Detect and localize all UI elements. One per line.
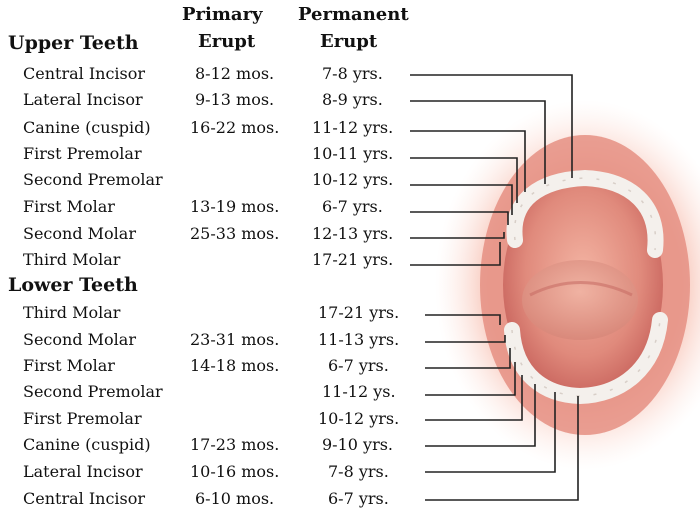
tongue bbox=[522, 260, 638, 340]
upper-primary-erupt: 16-22 mos. bbox=[190, 118, 280, 137]
lower-leader-lines bbox=[425, 314, 579, 501]
lower-tooth-name: Canine (cuspid) bbox=[23, 435, 151, 454]
lower-tooth-name: Third Molar bbox=[23, 303, 121, 322]
upper-tooth-name: Third Molar bbox=[23, 250, 121, 269]
lower-tooth-name: Lateral Incisor bbox=[23, 462, 143, 481]
upper-permanent-erupt: 10-12 yrs. bbox=[312, 170, 394, 189]
leader-lower-first-molar bbox=[425, 348, 511, 369]
lower-permanent-erupt: 11-13 yrs. bbox=[318, 330, 400, 349]
lower-tooth-name: Second Molar bbox=[23, 330, 136, 349]
leader-lower-first-premolar bbox=[425, 375, 523, 421]
upper-permanent-erupt: 6-7 yrs. bbox=[322, 197, 383, 216]
leader-lower-second-premolar bbox=[425, 362, 516, 396]
upper-tooth-name: Canine (cuspid) bbox=[23, 118, 151, 137]
upper-permanent-erupt: 11-12 yrs. bbox=[312, 118, 394, 137]
permanent-header-line1: Permanent bbox=[298, 4, 409, 25]
upper-permanent-erupt: 7-8 yrs. bbox=[322, 64, 383, 83]
upper-permanent-erupt: 10-11 yrs. bbox=[312, 144, 394, 163]
leader-lower-central-incisor bbox=[425, 396, 579, 501]
leader-upper-second-molar bbox=[410, 232, 505, 239]
leader-upper-first-premolar bbox=[410, 157, 518, 203]
lower-primary-erupt: 10-16 mos. bbox=[190, 462, 280, 481]
upper-teeth-arch bbox=[506, 169, 664, 258]
lower-tooth-name: Second Premolar bbox=[23, 382, 163, 401]
upper-primary-erupt: 8-12 mos. bbox=[195, 64, 275, 83]
lower-tooth-name: Central Incisor bbox=[23, 489, 146, 508]
lower-permanent-erupt: 6-7 yrs. bbox=[328, 356, 389, 375]
lower-permanent-erupt: 9-10 yrs. bbox=[322, 435, 394, 454]
leader-lower-canine bbox=[425, 384, 536, 447]
lower-primary-erupt: 14-18 mos. bbox=[190, 356, 280, 375]
upper-permanent-erupt: 12-13 yrs. bbox=[312, 224, 394, 243]
lower-teeth-title: Lower Teeth bbox=[8, 274, 138, 296]
upper-primary-erupt: 13-19 mos. bbox=[190, 197, 280, 216]
leader-lower-second-molar bbox=[425, 335, 506, 343]
leader-upper-canine bbox=[410, 130, 526, 192]
lower-tooth-name: First Premolar bbox=[23, 409, 142, 428]
lower-permanent-erupt: 17-21 yrs. bbox=[318, 303, 400, 322]
primary-header-line1: Primary bbox=[182, 4, 263, 25]
lower-permanent-erupt: 11-12 ys. bbox=[322, 382, 396, 401]
upper-tooth-name: Lateral Incisor bbox=[23, 90, 143, 109]
upper-leader-lines bbox=[410, 74, 573, 266]
lower-permanent-erupt: 10-12 yrs. bbox=[318, 409, 400, 428]
leader-lower-lateral-incisor bbox=[425, 392, 556, 473]
permanent-header-line2: Erupt bbox=[320, 31, 378, 52]
leader-lower-third-molar bbox=[425, 314, 501, 325]
upper-tooth-name: Second Premolar bbox=[23, 170, 163, 189]
lower-tooth-name: First Molar bbox=[23, 356, 115, 375]
leader-upper-second-premolar bbox=[410, 184, 513, 215]
lower-primary-erupt: 17-23 mos. bbox=[190, 435, 280, 454]
leader-upper-third-molar bbox=[410, 242, 501, 266]
upper-tooth-name: Second Molar bbox=[23, 224, 136, 243]
lower-permanent-erupt: 6-7 yrs. bbox=[328, 489, 389, 508]
upper-primary-erupt: 9-13 mos. bbox=[195, 90, 275, 109]
lower-primary-erupt: 23-31 mos. bbox=[190, 330, 280, 349]
leader-upper-central-incisor bbox=[410, 74, 573, 178]
upper-teeth-title: Upper Teeth bbox=[8, 32, 139, 54]
upper-tooth-name: Central Incisor bbox=[23, 64, 146, 83]
leader-upper-lateral-incisor bbox=[410, 100, 546, 184]
leader-upper-first-molar bbox=[410, 211, 509, 225]
primary-header-line2: Erupt bbox=[198, 31, 256, 52]
upper-primary-erupt: 25-33 mos. bbox=[190, 224, 280, 243]
upper-tooth-name: First Molar bbox=[23, 197, 115, 216]
lower-primary-erupt: 6-10 mos. bbox=[195, 489, 275, 508]
upper-permanent-erupt: 17-21 yrs. bbox=[312, 250, 394, 269]
upper-tooth-name: First Premolar bbox=[23, 144, 142, 163]
lower-permanent-erupt: 7-8 yrs. bbox=[328, 462, 389, 481]
uvula-shadow bbox=[529, 281, 633, 297]
upper-permanent-erupt: 8-9 yrs. bbox=[322, 90, 383, 109]
